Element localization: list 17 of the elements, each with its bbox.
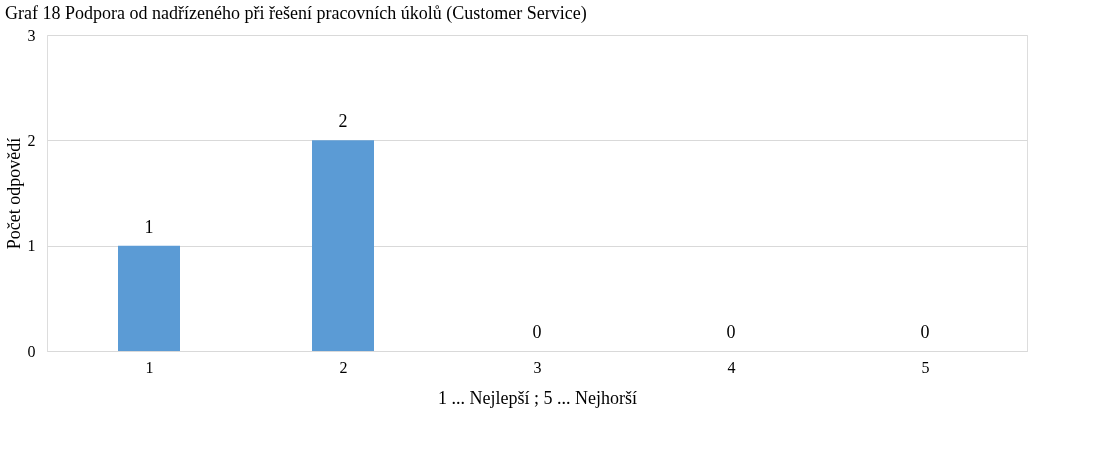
data-label: 0 bbox=[532, 322, 542, 342]
x-tick-label: 1 bbox=[145, 358, 154, 376]
y-tick-label: 2 bbox=[27, 131, 36, 149]
y-tick-label: 0 bbox=[27, 342, 36, 360]
x-tick-label: 2 bbox=[339, 358, 348, 376]
data-label: 0 bbox=[920, 322, 930, 342]
y-tick-label: 3 bbox=[27, 26, 36, 44]
y-tick-label: 1 bbox=[27, 237, 36, 255]
x-tick-label: 3 bbox=[533, 358, 542, 376]
y-axis-title: Počet odpovědí bbox=[3, 137, 24, 250]
data-label: 1 bbox=[144, 216, 154, 237]
data-label: 2 bbox=[338, 111, 348, 132]
chart-title: Graf 18 Podpora od nadřízeného při řešení pracovních úkolů (Customer Service) bbox=[5, 3, 587, 24]
x-tick-label: 5 bbox=[921, 358, 930, 376]
x-axis-title: 1 ... Nejlepší ; 5 ... Nejhorší bbox=[438, 387, 637, 408]
data-label: 0 bbox=[726, 322, 736, 342]
x-tick-label: 4 bbox=[727, 358, 736, 376]
